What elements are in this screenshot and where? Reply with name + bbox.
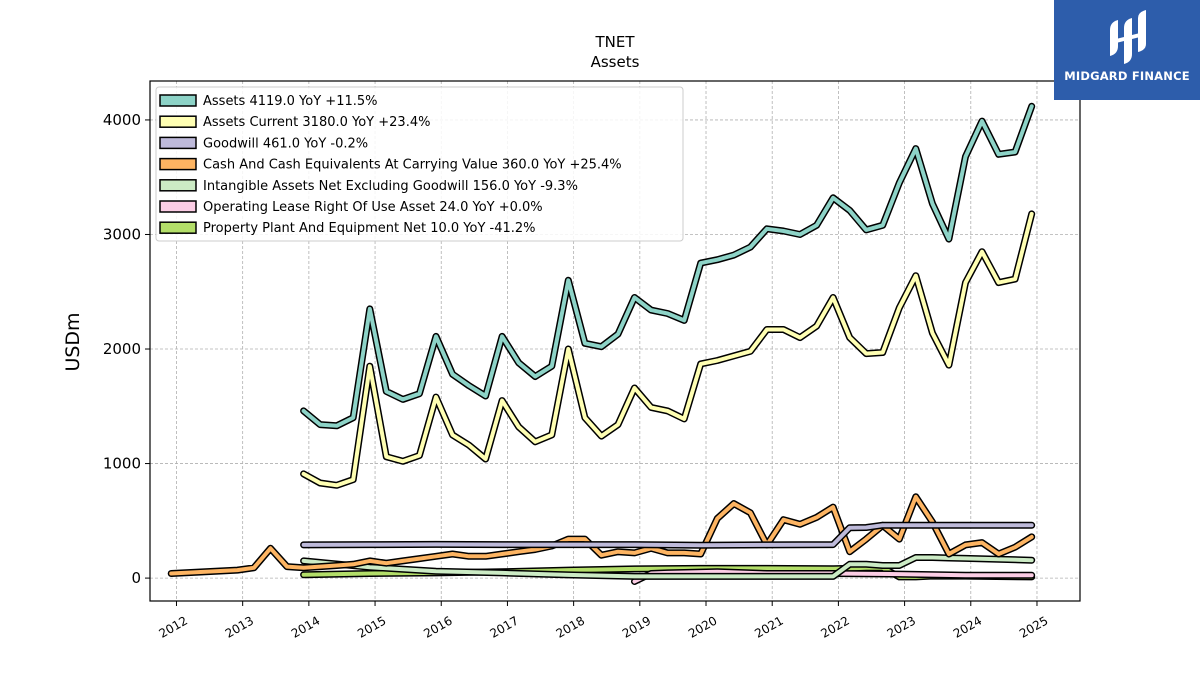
x-tick-label: 2021 xyxy=(752,613,785,640)
chart-subtitle: Assets xyxy=(591,53,640,71)
x-tick-label: 2022 xyxy=(818,613,851,640)
legend-box xyxy=(155,86,684,242)
x-tick-label: 2023 xyxy=(885,613,918,640)
legend-swatch xyxy=(159,94,197,107)
brand-logo: MIDGARD FINANCE xyxy=(1054,0,1200,100)
x-tick-label: 2016 xyxy=(421,613,454,640)
series-line xyxy=(169,494,1034,576)
legend-entry: Cash And Cash Equivalents At Carrying Va… xyxy=(203,158,622,173)
legend-entry: Property Plant And Equipment Net 10.0 Yo… xyxy=(203,221,536,236)
series-group xyxy=(167,102,1036,585)
x-tick-label: 2020 xyxy=(686,613,719,640)
legend: Assets 4119.0 YoY +11.5% Assets Current 3… xyxy=(155,86,684,242)
legend-entry: Assets 4119.0 YoY +11.5% xyxy=(203,94,378,109)
legend-entry: Intangible Assets Net Excluding Goodwill… xyxy=(203,179,578,194)
x-tick-label: 2017 xyxy=(487,613,520,640)
series-line xyxy=(301,104,1034,428)
y-ticks: 0 1000 2000 3000 4000 xyxy=(103,111,150,587)
legend-swatch xyxy=(159,157,197,171)
y-tick-label: 4000 xyxy=(103,111,141,129)
x-ticks: 2012 2013 2014 2015 2016 2017 2018 2019 2020 2021… xyxy=(157,601,1050,641)
y-axis-label: USDm xyxy=(62,312,84,371)
series-outline xyxy=(300,210,1036,489)
chart-title: TNET xyxy=(594,33,635,51)
x-tick-label: 2024 xyxy=(951,613,984,640)
y-tick-label: 1000 xyxy=(103,455,141,473)
x-tick-label: 2013 xyxy=(223,613,256,640)
series-line xyxy=(301,555,1034,579)
legend-swatch xyxy=(159,221,197,234)
series-line xyxy=(301,523,1034,548)
legend-entry: Operating Lease Right Of Use Asset 24.0 … xyxy=(203,200,543,215)
midgard-logo-icon xyxy=(1110,10,1146,64)
series-line xyxy=(301,211,1034,488)
legend-swatch xyxy=(159,136,197,150)
y-tick-label: 2000 xyxy=(103,340,141,358)
x-tick-label: 2019 xyxy=(620,613,653,640)
y-tick-label: 0 xyxy=(131,569,141,587)
legend-swatch xyxy=(159,179,197,192)
x-tick-label: 2025 xyxy=(1017,613,1050,640)
legend-entry: Goodwill 461.0 YoY -0.2% xyxy=(203,136,368,151)
legend-swatch xyxy=(159,115,197,128)
x-tick-label: 2012 xyxy=(157,613,190,640)
brand-name: MIDGARD FINANCE xyxy=(1064,69,1190,83)
legend-entry: Assets Current 3180.0 YoY +23.4% xyxy=(203,115,430,130)
x-tick-label: 2018 xyxy=(554,613,587,640)
x-tick-label: 2014 xyxy=(289,613,322,640)
series-outline xyxy=(300,521,1036,549)
plot-frame xyxy=(149,80,1081,602)
x-tick-label: 2015 xyxy=(355,613,388,640)
y-tick-label: 3000 xyxy=(103,225,141,243)
legend-swatch xyxy=(159,200,197,213)
